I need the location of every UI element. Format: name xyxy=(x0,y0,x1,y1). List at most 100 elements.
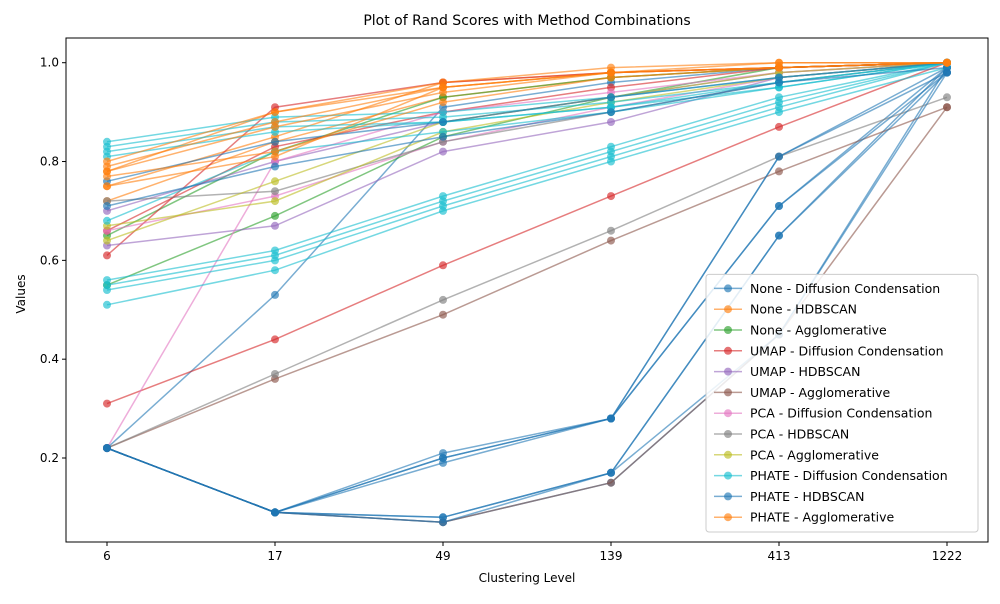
legend-swatch-marker xyxy=(724,430,732,438)
y-tick-label: 0.2 xyxy=(40,451,59,465)
data-point xyxy=(271,162,279,171)
series-11-line-5 xyxy=(106,61,948,183)
legend-label: PHATE - Diffusion Condensation xyxy=(750,468,948,483)
legend-item: PCA - Agglomerative xyxy=(714,447,879,462)
data-point xyxy=(943,93,951,102)
legend-item: None - Diffusion Condensation xyxy=(714,281,940,296)
data-point xyxy=(439,261,447,270)
data-point xyxy=(271,122,279,131)
data-point xyxy=(607,93,615,102)
data-point xyxy=(103,216,111,225)
data-point xyxy=(271,290,279,299)
series-12-line-4 xyxy=(106,61,948,178)
y-tick-label: 0.8 xyxy=(40,155,59,169)
data-point xyxy=(439,513,447,522)
data-point xyxy=(103,444,111,453)
legend-item: PCA - Diffusion Condensation xyxy=(714,406,932,421)
data-point xyxy=(271,221,279,230)
series-10-line-6 xyxy=(106,61,948,286)
data-point xyxy=(607,118,615,126)
data-point xyxy=(607,236,615,245)
data-point xyxy=(439,83,447,92)
plot-frame xyxy=(65,37,989,543)
legend-label: PCA - Agglomerative xyxy=(750,447,879,462)
data-point xyxy=(439,449,447,458)
data-point xyxy=(607,68,615,77)
data-point xyxy=(271,197,279,206)
series-10-line-5 xyxy=(106,61,948,281)
y-tick-label: 1.0 xyxy=(40,56,59,70)
data-point xyxy=(775,58,783,67)
chart-title: Plot of Rand Scores with Method Combinat… xyxy=(363,13,690,29)
legend: None - Diffusion Condensation None - HDBS… xyxy=(705,273,979,533)
data-point xyxy=(775,152,783,161)
data-point xyxy=(271,152,279,161)
data-point xyxy=(439,295,447,304)
legend-swatch-marker xyxy=(724,450,732,459)
legend-item: UMAP - Diffusion Condensation xyxy=(714,343,944,358)
series-11-line-6 xyxy=(106,66,948,207)
y-tick-label: 0.4 xyxy=(40,352,59,366)
data-point xyxy=(271,508,279,517)
data-point xyxy=(607,414,615,423)
data-point xyxy=(775,231,783,240)
series-4-line-1 xyxy=(106,61,948,405)
legend-label: PHATE - HDBSCAN xyxy=(750,489,864,504)
legend-label: UMAP - HDBSCAN xyxy=(750,364,860,379)
series-2-line-3 xyxy=(106,61,948,202)
series-10-line-9 xyxy=(106,61,948,222)
data-point xyxy=(103,236,111,245)
legend-item: PHATE - Agglomerative xyxy=(714,510,894,525)
legend-swatch-marker xyxy=(724,284,732,293)
x-axis-label: Clustering Level xyxy=(479,571,576,585)
data-point xyxy=(103,286,111,294)
x-tick-label: 6 xyxy=(103,549,111,563)
series-10 xyxy=(103,58,951,309)
legend-item: None - Agglomerative xyxy=(714,323,887,338)
data-point xyxy=(271,370,279,378)
data-point xyxy=(271,177,279,186)
legend-item: UMAP - Agglomerative xyxy=(714,385,890,400)
data-point xyxy=(271,108,279,117)
x-tick-label: 49 xyxy=(435,549,450,563)
data-point xyxy=(103,172,111,181)
legend-label: None - HDBSCAN xyxy=(750,302,857,317)
y-axis-label: Values xyxy=(14,274,28,313)
x-axis: 6 17 49 139 413 1222 xyxy=(103,542,962,563)
data-point xyxy=(439,132,447,141)
data-point xyxy=(775,108,783,117)
data-point xyxy=(271,137,279,146)
series-12 xyxy=(103,58,951,191)
data-point xyxy=(607,108,615,117)
data-point xyxy=(607,226,615,235)
data-point xyxy=(607,192,615,201)
x-tick-label: 139 xyxy=(600,549,623,563)
data-point xyxy=(103,182,111,191)
legend-item: PHATE - Diffusion Condensation xyxy=(714,468,948,483)
y-axis: 0.2 0.4 0.6 0.8 1.0 xyxy=(40,56,66,465)
legend-swatch-marker xyxy=(724,409,732,418)
data-point xyxy=(439,98,447,107)
data-point xyxy=(271,187,279,196)
series-12-line-5 xyxy=(106,61,947,187)
data-point xyxy=(439,147,447,156)
legend-label: None - Agglomerative xyxy=(750,323,887,338)
data-point xyxy=(607,468,615,477)
legend-label: UMAP - Agglomerative xyxy=(750,385,890,400)
legend-label: None - Diffusion Condensation xyxy=(750,281,940,296)
data-point xyxy=(775,78,783,87)
x-tick-label: 413 xyxy=(768,549,791,563)
data-point xyxy=(607,157,615,166)
legend-label: PHATE - Agglomerative xyxy=(750,510,894,525)
legend-label: PCA - HDBSCAN xyxy=(750,427,849,442)
series-8-line-1 xyxy=(106,96,948,449)
series-10-line-8 xyxy=(106,66,948,306)
series-10-line-7 xyxy=(106,61,948,291)
data-point xyxy=(775,202,783,210)
legend-item: PCA - HDBSCAN xyxy=(714,427,849,442)
legend-swatch-marker xyxy=(724,326,732,334)
legend-box xyxy=(705,273,979,533)
legend-swatch-marker xyxy=(724,513,732,522)
